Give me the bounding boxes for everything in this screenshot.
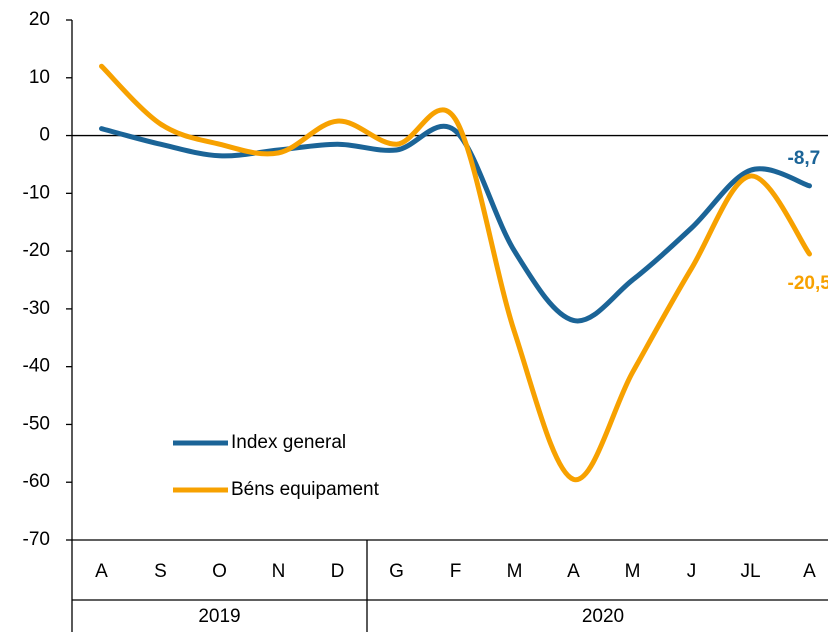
x-tick-label: A bbox=[95, 561, 108, 582]
x-tick-label: F bbox=[450, 561, 462, 582]
y-tick-label: -10 bbox=[23, 182, 50, 203]
data-label: -20,5 bbox=[788, 273, 828, 294]
y-tick-label: 20 bbox=[29, 9, 50, 30]
x-tick-label: S bbox=[154, 561, 167, 582]
x-tick-label: M bbox=[507, 561, 523, 582]
y-tick-label: -60 bbox=[23, 471, 50, 492]
x-tick-label: M bbox=[625, 561, 641, 582]
data-label: -8,7 bbox=[788, 148, 821, 169]
group-label: 2019 bbox=[198, 606, 240, 627]
x-tick-label: N bbox=[272, 561, 286, 582]
series-line bbox=[99, 123, 812, 324]
y-tick-label: -40 bbox=[23, 356, 50, 377]
group-label: 2020 bbox=[582, 606, 624, 627]
y-tick-label: -30 bbox=[23, 298, 50, 319]
x-tick-label: A bbox=[567, 561, 580, 582]
series-line bbox=[99, 63, 812, 482]
x-tick-label: D bbox=[331, 561, 345, 582]
y-tick-label: -70 bbox=[23, 529, 50, 550]
x-tick-label: A bbox=[803, 561, 816, 582]
y-tick-label: 10 bbox=[29, 67, 50, 88]
legend-label: Index general bbox=[231, 432, 346, 453]
x-tick-label: O bbox=[212, 561, 227, 582]
x-tick-label: JL bbox=[740, 561, 760, 582]
x-tick-label: J bbox=[687, 561, 697, 582]
x-tick-label: G bbox=[389, 561, 404, 582]
y-tick-label: -50 bbox=[23, 413, 50, 434]
legend-label: Béns equipament bbox=[231, 479, 380, 500]
y-tick-label: 0 bbox=[39, 125, 50, 146]
y-tick-label: -20 bbox=[23, 240, 50, 261]
